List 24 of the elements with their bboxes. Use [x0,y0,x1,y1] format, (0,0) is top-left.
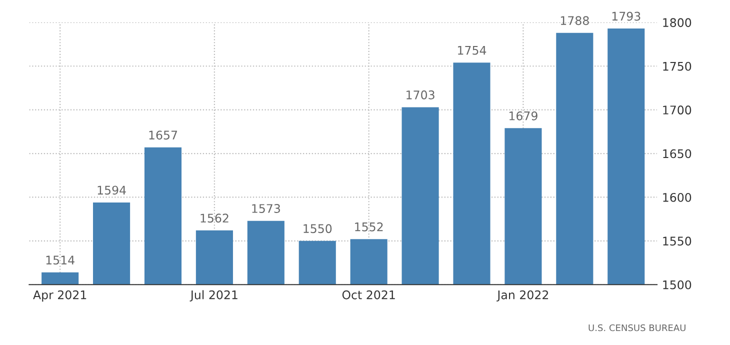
data-label: 1550 [304,224,332,234]
data-label: 1679 [509,111,538,120]
y-tick-label: 1500 [663,280,692,290]
data-label: 1514 [46,256,74,265]
y-tick-label: 1600 [663,192,692,202]
y-tick-label: 1550 [663,236,692,246]
data-label: 1788 [560,16,589,26]
y-tick-label: 1650 [663,149,692,158]
data-label: 1552 [355,222,383,232]
y-tick-label: 1750 [663,62,692,71]
x-tick-label: Apr 2021 [33,290,86,302]
x-tick-label: Oct 2021 [342,290,395,300]
data-label: 1657 [149,130,178,140]
x-tick-label: Jan 2022 [496,290,548,302]
data-label: 1703 [406,90,434,100]
data-label: 1562 [200,214,228,223]
data-label: 1594 [98,186,126,195]
data-label: 1793 [612,12,640,21]
y-tick-label: 1800 [663,18,692,28]
x-tick-label: Jul 2021 [190,290,238,302]
y-tick-label: 1700 [663,106,692,114]
data-label: 1754 [458,46,486,55]
text: U.S. CENSUS BUREAU [588,324,686,332]
data-label: 1573 [252,204,280,213]
